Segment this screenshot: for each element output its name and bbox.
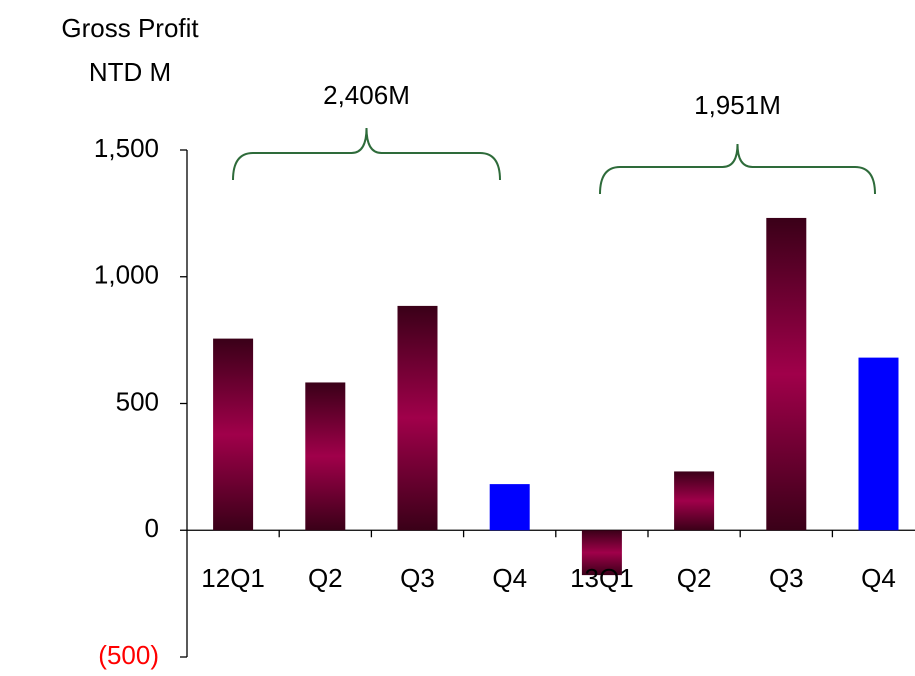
y-tick-label: (500)	[98, 640, 159, 670]
x-tick-label: Q3	[769, 563, 804, 593]
y-tick-label: 1,000	[94, 260, 159, 290]
x-tick-label: 12Q1	[201, 563, 265, 593]
y-tick-label: 0	[145, 513, 159, 543]
x-tick-label: Q4	[492, 563, 527, 593]
x-tick-label: Q4	[861, 563, 896, 593]
bar	[766, 217, 807, 531]
x-tick-label: Q2	[677, 563, 712, 593]
annotation: 2,406M	[323, 80, 410, 110]
y-tick-label: 1,500	[94, 133, 159, 163]
brace	[599, 143, 876, 195]
annotation: 1,951M	[694, 90, 781, 120]
bar	[305, 382, 346, 531]
bar	[674, 471, 715, 531]
y-tick-label: 500	[116, 386, 159, 416]
x-tick-label: Q2	[308, 563, 343, 593]
x-tick-label: 13Q1	[570, 563, 634, 593]
bar	[397, 305, 438, 531]
y-axis-title: Gross Profit	[61, 13, 199, 43]
brace	[232, 127, 501, 181]
bar	[213, 338, 254, 531]
y-axis-title: NTD M	[89, 57, 171, 87]
bar	[858, 357, 899, 531]
bar	[581, 530, 622, 576]
x-tick-label: Q3	[400, 563, 435, 593]
bar	[489, 484, 530, 531]
